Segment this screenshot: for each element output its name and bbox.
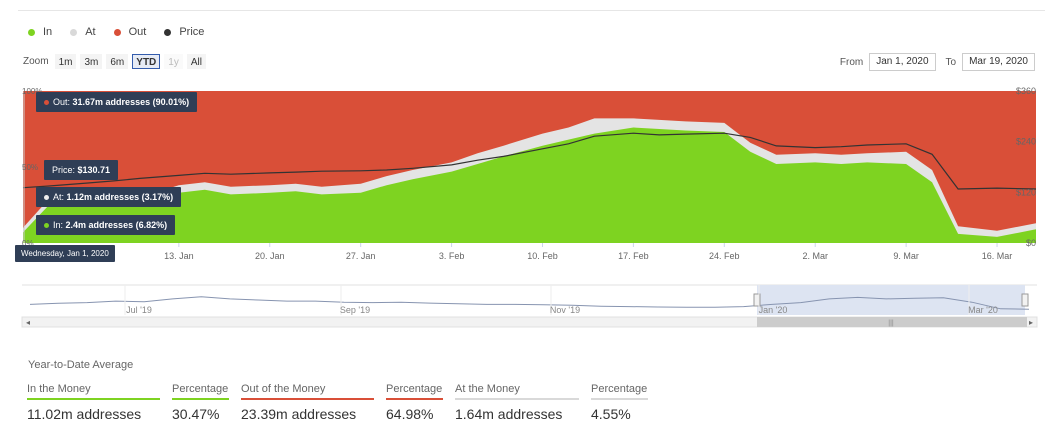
navigator-label: Jan '20 (759, 305, 788, 315)
scrollbar-thumb (757, 317, 1027, 327)
legend-dot-at (70, 28, 78, 36)
from-label: From (839, 56, 864, 68)
navigator-label: Jul '19 (126, 305, 152, 315)
stat-label: Percentage (172, 383, 229, 400)
stat-label: At the Money (455, 383, 579, 400)
legend-item-at[interactable]: At (70, 26, 96, 38)
y-right-tick-label: $0 (1026, 238, 1036, 248)
zoom-3m-button[interactable]: 3m (80, 54, 103, 69)
date-range-selector: From Jan 1, 2020 To Mar 19, 2020 (840, 53, 1035, 71)
legend-item-in[interactable]: In (28, 26, 52, 38)
navigator-handle (753, 293, 761, 307)
stat-label: In the Money (27, 383, 160, 400)
navigator-label: Sep '19 (340, 305, 370, 315)
to-date-input[interactable]: Mar 19, 2020 (962, 53, 1035, 71)
legend-item-price[interactable]: Price (164, 26, 204, 38)
tooltip-in-dot (44, 223, 49, 229)
y-left-tick-label: 50% (22, 163, 38, 172)
x-tick-label: 9. Mar (893, 251, 919, 261)
navigator-selection (757, 285, 1025, 315)
stat-value: 23.39m addresses (241, 406, 357, 422)
tooltip-in-value: 2.4m addresses (6.82%) (65, 220, 168, 230)
scrollbar-track (21, 316, 1038, 328)
stat-value: 64.98% (386, 406, 434, 422)
x-tick-label: 16. Mar (982, 251, 1013, 261)
tooltip-out-value: 31.67m addresses (90.01%) (72, 97, 190, 107)
stat-value: 30.47% (172, 406, 220, 422)
tooltip-at: At: 1.12m addresses (3.17%) (36, 187, 182, 207)
x-tick-label: 24. Feb (709, 251, 740, 261)
stat-at-percentage: Percentage 4.55% (591, 383, 648, 422)
zoom-ytd-button[interactable]: YTD (132, 54, 161, 69)
stat-in-the-money: In the Money 11.02m addresses (27, 383, 160, 422)
legend-label-in: In (43, 26, 53, 38)
tooltip-out-name: Out (53, 97, 68, 107)
zoom-6m-button[interactable]: 6m (106, 54, 129, 69)
tooltip-price-name: Price (52, 165, 73, 175)
y-left-tick-label: 100% (22, 87, 42, 96)
legend-dot-in (28, 28, 35, 36)
navigator-label: Mar '20 (968, 305, 998, 315)
zoom-label: Zoom (23, 56, 49, 67)
scrollbar-grip-icon: ||| (888, 320, 894, 327)
tooltip-at-value: 1.12m addresses (3.17%) (66, 192, 174, 202)
tooltip-price-value: $130.71 (77, 165, 111, 175)
zoom-1m-button[interactable]: 1m (54, 54, 77, 69)
zoom-all-button[interactable]: All (186, 54, 206, 69)
legend-label-out: Out (128, 26, 147, 38)
x-tick-label: 13. Jan (164, 251, 194, 261)
scroll-left-arrow-icon: ◂ (26, 318, 30, 327)
tooltip-price: Price: $130.71 (44, 160, 119, 180)
navigator-handle (1021, 293, 1029, 307)
stat-in-percentage: Percentage 30.47% (172, 383, 229, 422)
stat-out-of-the-money: Out of the Money 23.39m addresses (241, 383, 374, 422)
tooltip-out-dot (44, 100, 49, 106)
stat-out-percentage: Percentage 64.98% (386, 383, 443, 422)
stat-value: 1.64m addresses (455, 406, 563, 422)
tooltip-out: Out: 31.67m addresses (90.01%) (36, 92, 198, 112)
tooltip-date: Wednesday, Jan 1, 2020 (15, 245, 115, 262)
y-right-tick-label: $360 (1016, 86, 1036, 96)
x-tick-label: 10. Feb (527, 251, 558, 261)
x-tick-label: 17. Feb (618, 251, 649, 261)
tooltip-at-dot (44, 195, 49, 201)
price-line (22, 132, 1037, 190)
scroll-right-arrow-icon: ▸ (1029, 318, 1033, 327)
y-right-tick-label: $240 (1016, 137, 1036, 147)
x-tick-label: 3. Feb (439, 251, 465, 261)
x-tick-label: 27. Jan (346, 251, 376, 261)
legend-dot-out (113, 28, 121, 36)
x-tick-label: 2. Mar (802, 251, 828, 261)
zoom-controls: Zoom 1m 3m 6m YTD 1y All (23, 54, 206, 69)
header-divider (18, 10, 1045, 11)
stat-value: 4.55% (591, 406, 631, 422)
navigator-label: Nov '19 (550, 305, 580, 315)
legend-item-out[interactable]: Out (113, 26, 147, 38)
summary-title: Year-to-Date Average (28, 359, 134, 371)
stat-value: 11.02m addresses (27, 406, 142, 422)
legend-label-at: At (85, 26, 96, 38)
tooltip-in-name: In (53, 220, 61, 230)
area-in (23, 127, 1036, 243)
zoom-1y-button[interactable]: 1y (164, 54, 183, 69)
stat-at-the-money: At the Money 1.64m addresses (455, 383, 579, 422)
address-profitability-chart[interactable]: 100% 50% 0% $360 $240 $120 $0 13. Jan 20. Jan 27.… (0, 80, 1059, 330)
y-left-tick-label: 0% (22, 239, 34, 248)
chart-legend: In At Out Price (28, 26, 204, 38)
legend-dot-price (164, 28, 172, 36)
y-right-tick-label: $120 (1016, 187, 1036, 197)
legend-label-price: Price (179, 26, 205, 38)
tooltip-at-name: At (53, 192, 62, 202)
tooltip-in: In: 2.4m addresses (6.82%) (36, 215, 176, 235)
x-tick-label: 20. Jan (255, 251, 285, 261)
stat-label: Percentage (386, 383, 443, 400)
navigator-series-line (29, 296, 1030, 310)
to-label: To (945, 56, 957, 68)
stat-label: Out of the Money (241, 383, 374, 400)
from-date-input[interactable]: Jan 1, 2020 (869, 53, 936, 71)
stat-label: Percentage (591, 383, 648, 400)
summary-stats: In the Money 11.02m addresses Percentage 3… (27, 383, 648, 422)
